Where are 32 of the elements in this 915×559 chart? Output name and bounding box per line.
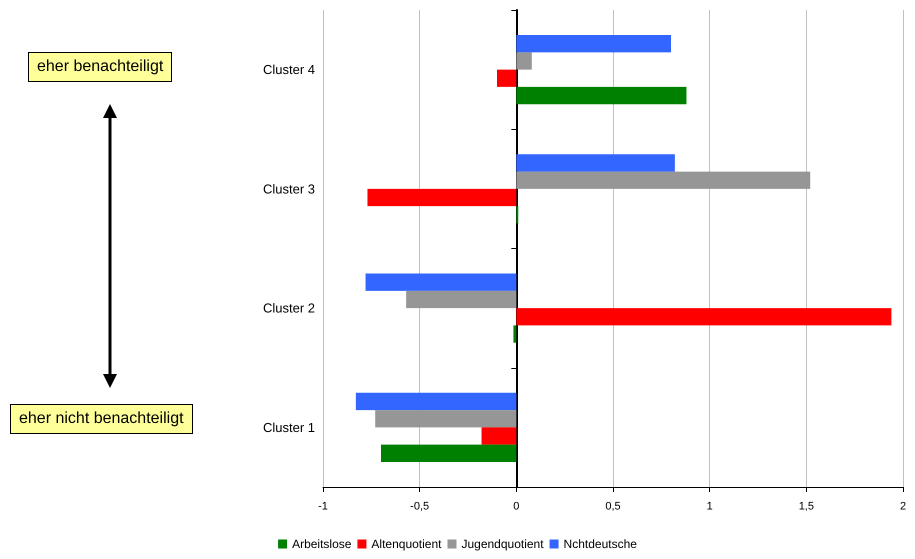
- bar: [356, 392, 516, 410]
- bar: [367, 188, 516, 206]
- y-tick-label: Cluster 1: [262, 420, 315, 435]
- bar: [406, 290, 516, 308]
- x-tick-label: 0: [513, 500, 520, 512]
- text: eher nicht benachteiligt: [10, 404, 193, 434]
- bar: [516, 86, 686, 104]
- bar: [516, 35, 671, 52]
- x-tick-label: 0,5: [605, 500, 621, 512]
- x-tick-label: 1: [706, 500, 713, 512]
- bar: [513, 325, 516, 343]
- legend-label: Jugendquotient: [461, 537, 544, 551]
- bar: [516, 172, 810, 189]
- x-tick-label: -1: [318, 500, 328, 512]
- x-tick-label: 2: [900, 500, 906, 512]
- x-tick-label: 1,5: [798, 500, 814, 512]
- bar: [516, 52, 532, 70]
- legend-label: Altenquotient: [371, 537, 442, 551]
- y-tick-label: Cluster 3: [262, 181, 315, 196]
- y-tick-label: Cluster 2: [262, 300, 315, 316]
- y-tick-label: Cluster 4: [262, 62, 315, 78]
- bar: [516, 154, 675, 172]
- bar: [366, 274, 516, 291]
- bar: [482, 427, 516, 445]
- legend-label: Arbeitslose: [292, 537, 352, 551]
- bar: [497, 70, 516, 87]
- bar: [516, 308, 892, 326]
- legend-label: Nchtdeutsche: [564, 537, 638, 551]
- text: eher benachteiligt: [28, 52, 172, 82]
- bar: [381, 444, 516, 462]
- bar: [375, 410, 516, 428]
- x-tick-label: -0,5: [410, 500, 430, 512]
